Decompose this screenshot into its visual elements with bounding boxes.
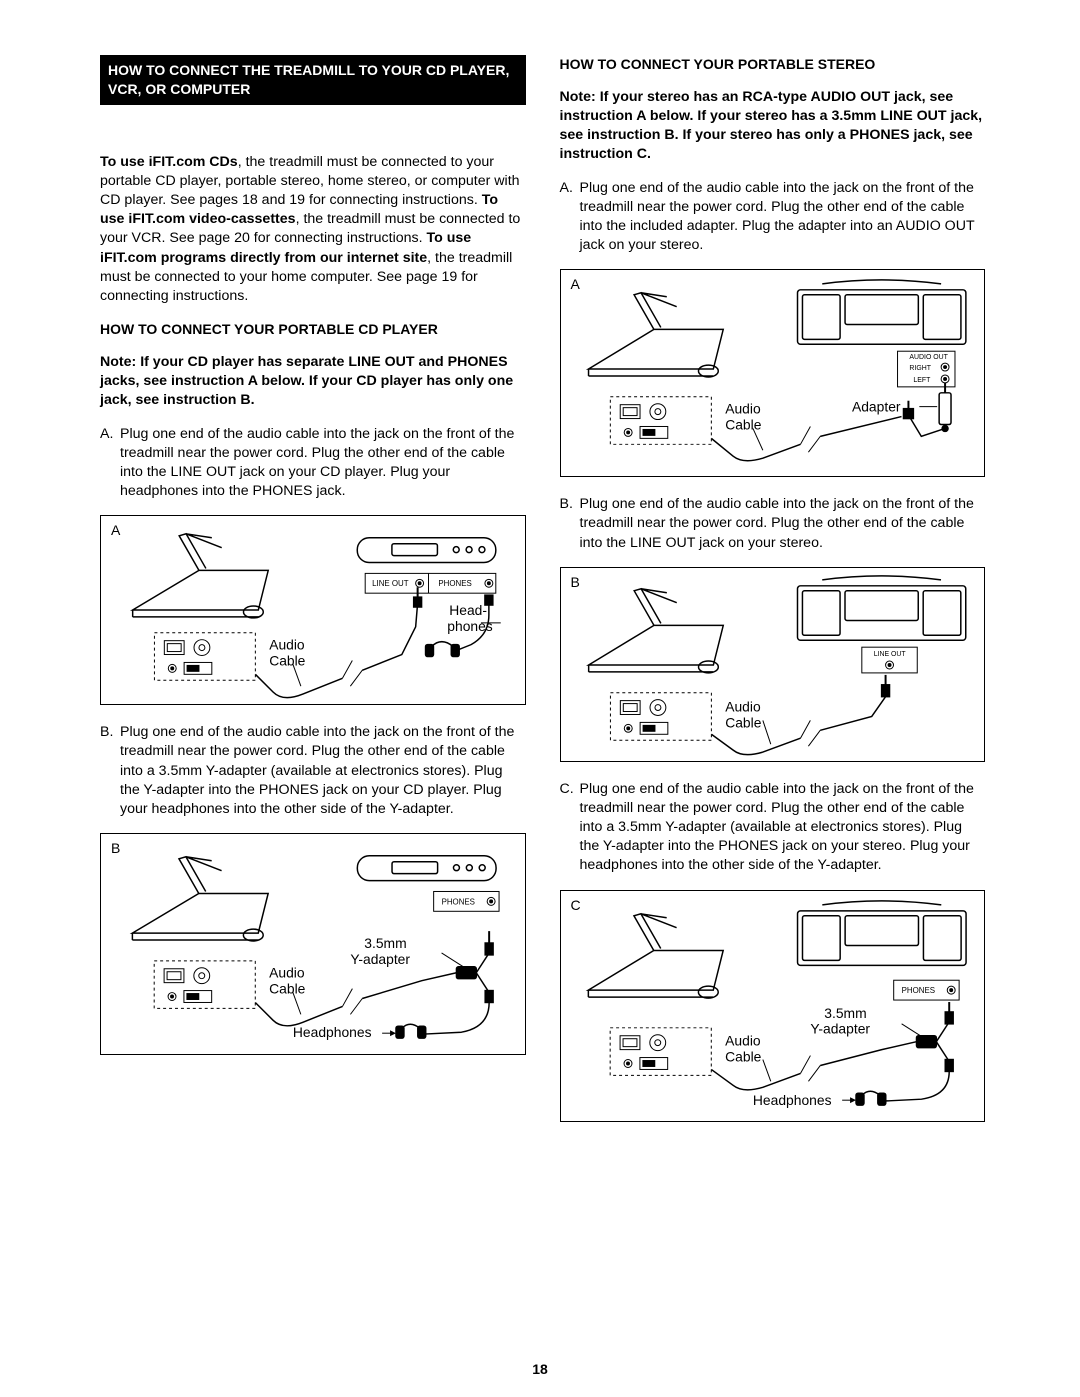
right-column: HOW TO CONNECT YOUR PORTABLE STEREO Note… — [560, 55, 986, 1140]
diagram-left-b: PHONES — [101, 834, 525, 1054]
audio-label: Audio — [269, 965, 305, 981]
left-label: LEFT — [913, 377, 931, 384]
lineout-label: LINE OUT — [873, 651, 906, 658]
audioout-label: AUDIO OUT — [909, 354, 948, 361]
diagram-right-a: AUDIO OUT RIGHT LEFT — [561, 270, 985, 476]
list-letter: B. — [560, 495, 580, 553]
figure-right-a: A — [560, 269, 986, 477]
audio-label: Audio — [725, 698, 761, 714]
audio-label: Audio — [269, 637, 305, 653]
diagram-right-c: PHONES — [561, 891, 985, 1121]
note-cd: Note: If your CD player has separate LIN… — [100, 353, 526, 411]
cable-label: Cable — [269, 981, 306, 997]
list-body: Plug one end of the audio cable into the… — [120, 723, 526, 819]
hp-label: Headphones — [293, 1024, 372, 1040]
diagram-right-b: LINE OUT — [561, 568, 985, 761]
list-letter: B. — [100, 723, 120, 819]
figure-left-b: B — [100, 833, 526, 1055]
list-letter: C. — [560, 780, 580, 876]
figure-left-a: A — [100, 515, 526, 705]
cable-label: Cable — [725, 417, 762, 433]
sub-heading-cd: HOW TO CONNECT YOUR PORTABLE CD PLAYER — [100, 320, 526, 339]
y-label-1: 3.5mm — [824, 1005, 866, 1021]
fig-label: B — [571, 574, 580, 590]
cable-label: Cable — [725, 1048, 762, 1064]
list-body: Plug one end of the audio cable into the… — [580, 179, 986, 256]
hp-label-1: Head- — [449, 602, 487, 618]
phones-label: PHONES — [442, 897, 475, 906]
y-label-1: 3.5mm — [364, 935, 406, 951]
sub-heading-stereo: HOW TO CONNECT YOUR PORTABLE STEREO — [560, 55, 986, 74]
right-item-b: B. Plug one end of the audio cable into … — [560, 495, 986, 553]
list-body: Plug one end of the audio cable into the… — [580, 495, 986, 553]
hp-label: Headphones — [752, 1092, 831, 1108]
phones-label: PHONES — [901, 986, 934, 995]
list-body: Plug one end of the audio cable into the… — [120, 425, 526, 502]
page-number: 18 — [0, 1361, 1080, 1377]
intro-bold-1: To use iFIT.com CDs — [100, 154, 238, 170]
page: HOW TO CONNECT THE TREADMILL TO YOUR CD … — [0, 0, 1080, 1397]
cable-label: Cable — [725, 714, 761, 730]
section-header-box: HOW TO CONNECT THE TREADMILL TO YOUR CD … — [100, 55, 526, 105]
y-label-2: Y-adapter — [810, 1020, 870, 1036]
right-label: RIGHT — [909, 365, 931, 372]
audio-label: Audio — [725, 1032, 761, 1048]
note-stereo: Note: If your stereo has an RCA-type AUD… — [560, 88, 986, 165]
fig-label: A — [111, 522, 120, 538]
diagram-left-a: LINE OUT PHONES — [101, 516, 525, 704]
left-column: HOW TO CONNECT THE TREADMILL TO YOUR CD … — [100, 55, 526, 1140]
audio-label: Audio — [725, 401, 761, 417]
list-letter: A. — [100, 425, 120, 502]
columns: HOW TO CONNECT THE TREADMILL TO YOUR CD … — [100, 55, 985, 1140]
right-item-a: A. Plug one end of the audio cable into … — [560, 179, 986, 256]
list-letter: A. — [560, 179, 580, 256]
intro-paragraph: To use iFIT.com CDs, the treadmill must … — [100, 153, 526, 306]
lineout-label: LINE OUT — [372, 580, 409, 589]
adapter-label: Adapter — [851, 399, 900, 415]
hp-label-2: phones — [447, 618, 492, 634]
left-item-b: B. Plug one end of the audio cable into … — [100, 723, 526, 819]
list-body: Plug one end of the audio cable into the… — [580, 780, 986, 876]
right-item-c: C. Plug one end of the audio cable into … — [560, 780, 986, 876]
figure-right-c: C — [560, 890, 986, 1122]
figure-right-b: B — [560, 567, 986, 762]
fig-label: B — [111, 840, 120, 856]
fig-label: C — [571, 897, 581, 913]
fig-label: A — [571, 276, 580, 292]
phones-label: PHONES — [438, 580, 471, 589]
y-label-2: Y-adapter — [350, 951, 410, 967]
cable-label: Cable — [269, 653, 305, 669]
left-item-a: A. Plug one end of the audio cable into … — [100, 425, 526, 502]
